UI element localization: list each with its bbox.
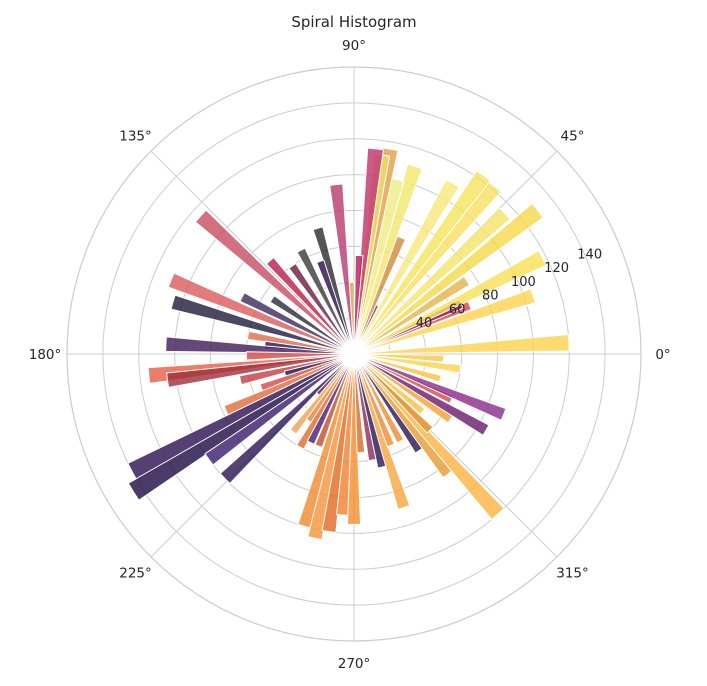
radial-tick-labels: 40 60 80 100 120 140 (416, 247, 602, 331)
bar-23 (316, 259, 355, 355)
angle-label-270: 270° (338, 656, 371, 672)
bar-37 (166, 353, 355, 388)
bar-49 (295, 353, 355, 450)
bar-31 (170, 294, 355, 355)
bar-0 (353, 333, 570, 355)
grid-spoke (150, 150, 355, 355)
bar-65 (353, 353, 505, 521)
bar-57 (353, 353, 366, 454)
bar-69 (353, 353, 490, 436)
bar-67 (353, 353, 426, 415)
angle-label-135: 135° (119, 129, 152, 145)
angle-label-225: 225° (119, 566, 152, 582)
bar-14 (353, 163, 423, 355)
bar-30 (167, 272, 355, 355)
bar-43 (127, 353, 355, 501)
bar-35 (245, 351, 355, 361)
bar-54 (321, 353, 355, 534)
bar-32 (246, 330, 355, 355)
bar-53 (307, 353, 355, 541)
bar-18 (353, 147, 384, 355)
angle-label-90: 90° (342, 38, 366, 54)
angle-tick-labels: 0° 45° 90° 135° 180° 225° 270° 315° (29, 38, 671, 672)
bar-28 (269, 295, 355, 355)
angle-label-315: 315° (556, 566, 589, 582)
bar-50 (306, 353, 355, 445)
bar-45 (219, 353, 355, 485)
bar-21 (329, 183, 355, 355)
bar-6 (353, 275, 471, 355)
bar-11 (353, 178, 460, 355)
radial-label-100: 100 (511, 275, 536, 290)
bar-29 (239, 292, 355, 355)
radial-label-120: 120 (544, 261, 569, 276)
bar-25 (288, 262, 355, 355)
radial-label-60: 60 (449, 302, 466, 317)
bar-71 (353, 353, 507, 421)
bar-73 (353, 353, 462, 374)
bar-series (127, 147, 570, 541)
bar-51 (314, 353, 355, 449)
angle-label-0: 0° (655, 347, 670, 363)
angle-label-180: 180° (29, 347, 62, 363)
bar-5 (353, 250, 547, 355)
bar-62 (353, 353, 405, 444)
bar-34 (165, 336, 355, 355)
bar-61 (353, 353, 396, 448)
bar-27 (194, 209, 355, 355)
bar-47 (289, 353, 355, 435)
radial-label-80: 80 (482, 289, 499, 304)
bar-72 (353, 353, 442, 383)
bar-66 (353, 353, 434, 434)
bar-24 (296, 247, 355, 355)
bar-19 (353, 254, 364, 355)
bar-2 (353, 288, 536, 355)
bar-16 (353, 147, 399, 355)
bar-7 (353, 202, 544, 355)
radial-label-40: 40 (416, 316, 433, 331)
chart-title: Spiral Histogram (291, 13, 416, 31)
bar-56 (346, 353, 362, 525)
bar-8 (353, 206, 511, 355)
angle-label-45: 45° (561, 129, 585, 145)
radial-label-140: 140 (577, 247, 602, 262)
bar-74 (353, 353, 445, 363)
bar-10 (353, 169, 492, 355)
bar-26 (265, 256, 355, 355)
bar-44 (204, 353, 355, 466)
